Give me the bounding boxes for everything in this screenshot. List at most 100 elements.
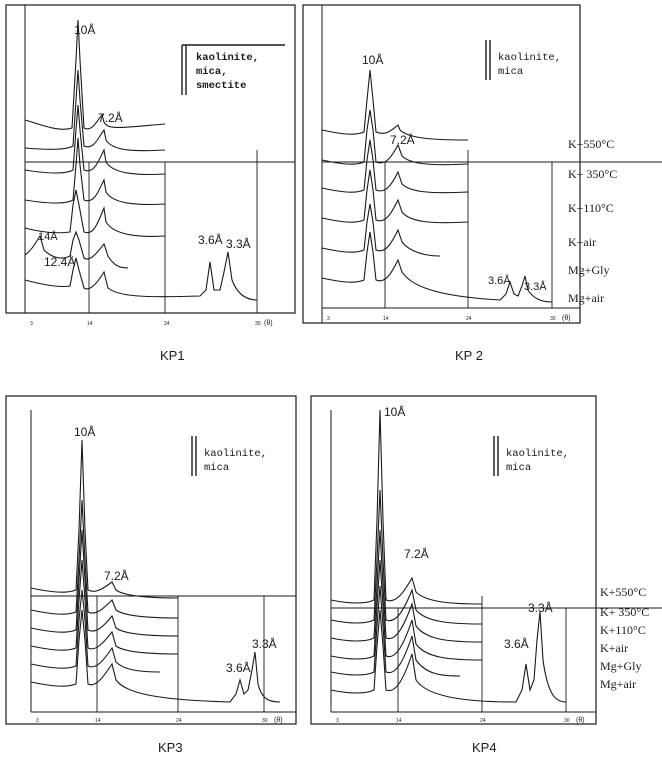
mineral-box-line: mica,	[196, 66, 228, 78]
peak-label: 10Å	[74, 424, 95, 439]
treatment-label: Mg+Gly	[568, 263, 609, 277]
x-tick-label: 3	[336, 718, 339, 724]
x-tick-label: 24	[480, 718, 486, 724]
mineral-box-line: kaolinite,	[196, 52, 259, 64]
treatment-label: Mg+Gly	[600, 659, 641, 673]
xrd-trace	[330, 585, 461, 677]
x-unit: (θ)	[274, 717, 283, 724]
peak-label: 3.6Å	[226, 660, 251, 675]
xrd-traces	[30, 439, 281, 703]
peak-label: 10Å	[362, 52, 383, 67]
treatment-label: K+air	[600, 641, 628, 655]
xrd-trace	[30, 529, 179, 637]
treatment-label: K+air	[568, 235, 596, 249]
xrd-traces	[330, 409, 567, 703]
panel-kp1: kaolinite, mica, smectite 10Å 7.2Å 14Å 1…	[5, 4, 296, 363]
treatment-labels: K+550°C K+ 350°C K+110°C K+air Mg+Gly Mg…	[568, 137, 617, 305]
x-unit: (θ)	[562, 315, 571, 322]
peak-label: 3.6Å	[488, 274, 511, 287]
x-tick-label: 14	[383, 316, 389, 322]
mineral-box-line: smectite	[196, 80, 246, 92]
mineral-box: kaolinite, mica	[191, 436, 267, 476]
x-tick-labels: 3 14 24 30 (θ)	[336, 717, 585, 724]
xrd-trace	[30, 499, 179, 619]
x-tick-label: 3	[36, 718, 39, 724]
peak-label: 12.4Å	[44, 254, 75, 269]
x-tick-label: 14	[87, 321, 93, 327]
mineral-box: kaolinite, mica	[485, 40, 561, 80]
x-tick-label: 24	[176, 718, 182, 724]
xrd-trace	[330, 409, 483, 605]
xrd-trace	[321, 109, 469, 166]
peak-label: 3.6Å	[198, 232, 223, 247]
xrd-trace	[321, 139, 469, 194]
x-tick-label: 30	[262, 718, 268, 724]
peak-label: 14Å	[38, 230, 58, 243]
peak-labels: 10Å 7.2Å 3.6Å 3.3Å	[384, 404, 553, 651]
x-tick-label: 30	[255, 321, 261, 327]
xrd-trace	[24, 137, 166, 205]
xrd-trace	[24, 69, 166, 152]
mineral-box-line: kaolinite,	[204, 448, 267, 460]
x-tick-label: 3	[327, 316, 330, 322]
panel-label: KP3	[158, 740, 183, 755]
treatment-label: Mg+air	[568, 291, 604, 305]
x-tick-labels: 3 14 24 30 (θ)	[36, 717, 283, 724]
peak-label: 3.3Å	[528, 600, 553, 615]
panel-frame	[5, 395, 297, 725]
panel-label: KP4	[472, 740, 497, 755]
mineral-box-line: mica	[498, 66, 523, 78]
treatment-labels: K+550°C K+ 350°C K+110°C K+air Mg+Gly Mg…	[600, 585, 649, 691]
treatment-label: K+ 350°C	[600, 605, 649, 619]
xrd-trace	[330, 489, 483, 625]
peak-label: 10Å	[74, 22, 95, 37]
xrd-trace	[24, 104, 166, 175]
xrd-trace	[330, 529, 483, 643]
x-tick-label: 3	[30, 321, 33, 327]
panel-kp4: kaolinite, mica 10Å 7.2Å 3.6Å 3.3Å K+550…	[310, 395, 662, 755]
peak-labels: 10Å 7.2Å 3.6Å 3.3Å	[74, 424, 277, 675]
panel-frame	[302, 4, 581, 324]
xrd-trace	[30, 609, 281, 703]
peak-label: 7.2Å	[390, 132, 415, 147]
panel-kp2: kaolinite, mica 10Å 7.2Å 3.6Å 3.3Å K+550…	[302, 4, 662, 363]
xrd-trace	[330, 559, 483, 661]
xrd-trace	[321, 69, 469, 141]
peak-label: 3.3Å	[226, 236, 251, 251]
xrd-trace	[321, 203, 441, 257]
treatment-label: K+110°C	[568, 201, 614, 215]
x-tick-label: 24	[164, 321, 170, 327]
peak-label: 3.6Å	[504, 636, 529, 651]
x-unit: (θ)	[264, 320, 273, 327]
x-tick-labels: 3 14 24 30 (θ)	[30, 320, 273, 327]
xrd-trace	[24, 19, 166, 130]
x-tick-labels: 3 14 24 30 (θ)	[327, 315, 571, 322]
peak-label: 7.2Å	[98, 110, 123, 125]
xrd-trace	[24, 230, 129, 269]
treatment-label: K+ 350°C	[568, 167, 617, 181]
xrd-trace	[330, 609, 567, 703]
treatment-label: K+550°C	[600, 585, 646, 599]
peak-label: 3.3Å	[524, 280, 547, 293]
xrd-trace	[321, 231, 553, 303]
xrd-trace	[24, 251, 258, 301]
mineral-box: kaolinite, mica, smectite	[181, 44, 285, 95]
panel-frame	[310, 395, 597, 725]
xrd-trace	[30, 589, 161, 673]
peak-labels: 10Å 7.2Å 3.6Å 3.3Å	[362, 52, 547, 293]
x-tick-label: 30	[550, 316, 556, 322]
xrd-trace	[321, 169, 469, 224]
peak-labels: 10Å 7.2Å 14Å 12.4Å 3.6Å 3.3Å	[38, 22, 251, 269]
treatment-label: K+110°C	[600, 623, 646, 637]
x-unit: (θ)	[576, 717, 585, 724]
x-tick-label: 30	[564, 718, 570, 724]
peak-label: 7.2Å	[404, 546, 429, 561]
panel-label: KP1	[160, 348, 185, 363]
xrd-trace	[24, 189, 166, 237]
x-tick-label: 24	[466, 316, 472, 322]
xrd-trace	[30, 559, 179, 655]
treatment-label: Mg+air	[600, 677, 636, 691]
mineral-box: kaolinite, mica	[493, 436, 569, 476]
mineral-box-line: mica	[506, 462, 531, 474]
